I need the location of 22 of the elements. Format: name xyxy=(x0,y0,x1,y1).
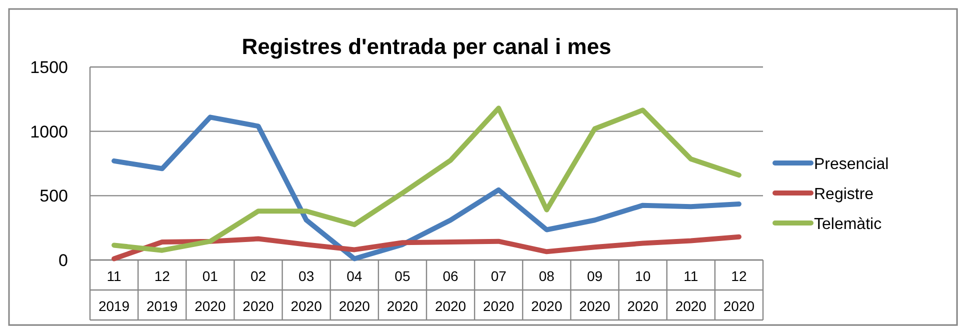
chart-title: Registres d'entrada per canal i mes xyxy=(242,34,612,59)
y-tick-label: 0 xyxy=(58,251,68,270)
legend-label: Registre xyxy=(814,186,874,203)
x-tick-label: 09 2020 xyxy=(579,268,611,314)
x-tick-label: 01 2020 xyxy=(194,268,226,314)
x-tick-label: 04 2020 xyxy=(338,268,370,314)
x-tick-label: 08 2020 xyxy=(531,268,562,314)
x-tick-label: 05 2020 xyxy=(386,268,418,314)
x-tick-label: 03 2020 xyxy=(290,268,322,314)
x-tick-label: 06 2020 xyxy=(434,268,466,314)
x-tick-label: 10 2020 xyxy=(627,268,659,314)
y-tick-label: 500 xyxy=(40,186,68,206)
x-tick-label: 07 2020 xyxy=(483,268,514,314)
legend-label: Presencial xyxy=(814,156,889,173)
y-tick-label: 1000 xyxy=(30,122,68,142)
x-tick-label: 11 2019 xyxy=(98,268,130,314)
x-tick-label: 12 2020 xyxy=(723,268,755,314)
x-tick-label: 12 2019 xyxy=(146,268,178,314)
x-tick-label: 02 2020 xyxy=(242,268,274,314)
y-tick-label: 1500 xyxy=(30,58,68,77)
legend-label: Telemàtic xyxy=(814,216,882,233)
x-tick-label: 11 2020 xyxy=(675,268,707,314)
